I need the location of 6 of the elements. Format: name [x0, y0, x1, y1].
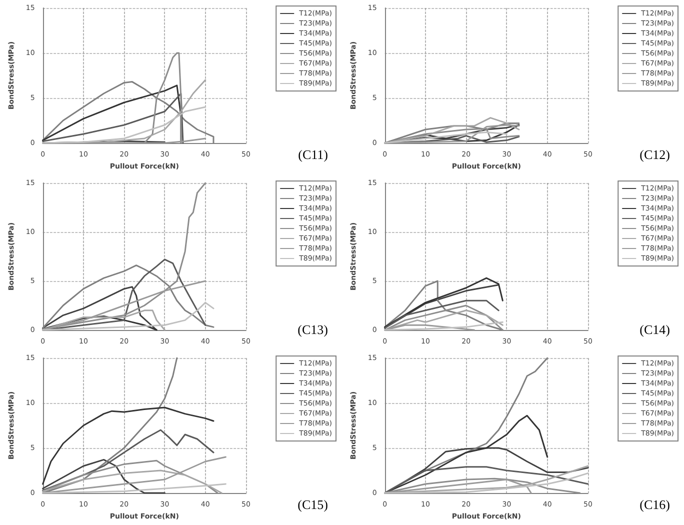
text: (C15) — [298, 497, 328, 512]
text: (C14) — [640, 322, 670, 337]
text: (C12) — [640, 147, 670, 162]
text: (C11) — [298, 147, 328, 162]
text: (C16) — [640, 497, 670, 512]
text: (C13) — [298, 322, 328, 337]
